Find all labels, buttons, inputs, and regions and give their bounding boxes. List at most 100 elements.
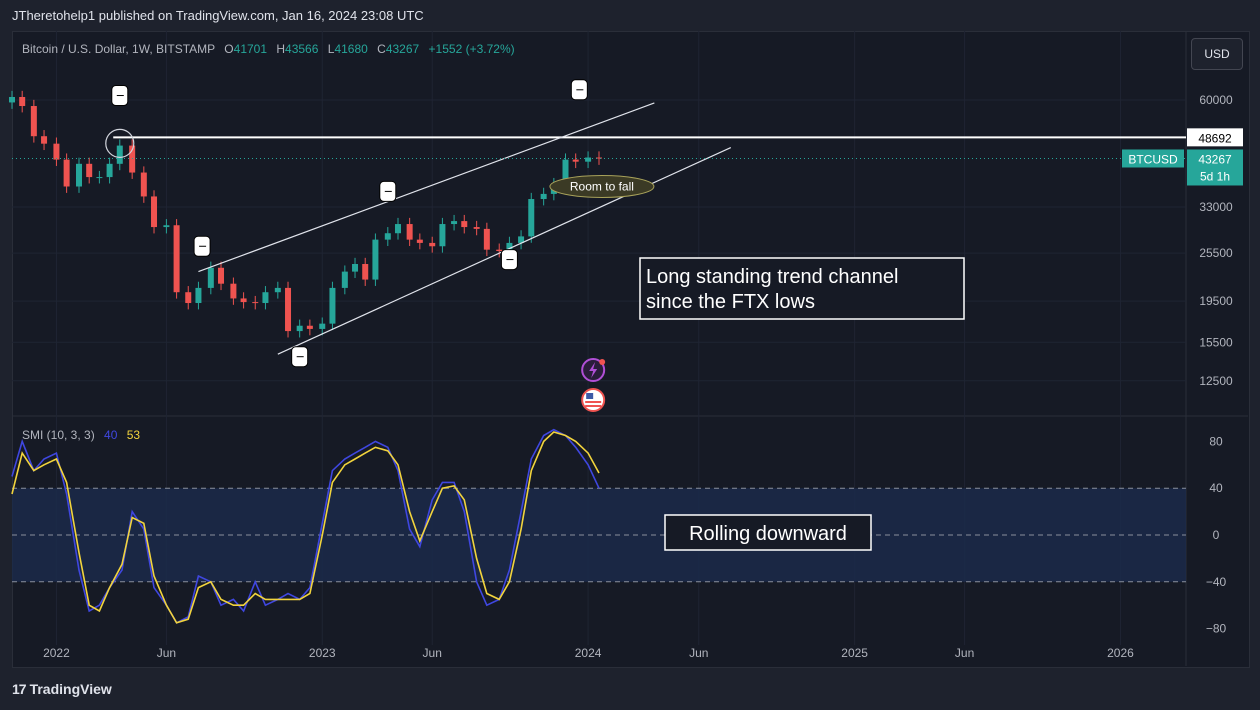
high-value: 43566 [285,42,319,56]
close-label: C [377,42,386,56]
x-tick-label: 2026 [1107,646,1134,660]
low-label: L [327,42,335,56]
candle-body [341,271,348,288]
candle-body [76,163,83,187]
candle-body [496,249,503,252]
smi-legend: SMI (10, 3, 3) 40 53 [22,428,140,442]
candle-body [53,143,60,160]
candle-body [230,283,237,299]
smi-tick-label: −80 [1206,622,1227,636]
candle-body [63,159,70,187]
room-to-fall-badge [549,174,655,198]
open-label: O [224,42,234,56]
candle-body [416,239,423,243]
countdown-label: 5d 1h [1200,169,1230,183]
price-tick-label: 25500 [1199,246,1233,260]
smi-lines [11,428,600,624]
x-tick-label: Jun [689,646,708,660]
candle-body [106,163,113,178]
candle-body [207,267,214,288]
top-bar: JTheretohelp1 published on TradingView.c… [0,0,1260,30]
smi-band [12,487,1186,583]
hand-down-icon [570,79,588,101]
candle-body [252,302,259,304]
candle-body [572,159,579,162]
candle-body [596,157,602,159]
candle-body [483,228,490,250]
last-price-tag-label: 43267 [1198,152,1232,166]
smi-blue-value: 40 [104,428,118,442]
smi-tick-label: 80 [1209,434,1223,448]
symbol-name[interactable]: Bitcoin / U.S. Dollar, 1W, BITSTAMP [22,42,215,56]
candle-body [506,242,513,252]
candle-body [173,225,180,293]
high-label: H [276,42,286,56]
candle-body [461,221,468,228]
price-tick-label: 33000 [1199,200,1233,214]
lightning-event-icon [581,358,606,382]
candle-body [185,292,192,304]
candle-body [41,136,48,144]
channel-note-line1: Long standing trend channel [646,266,898,288]
candle-body [540,193,547,200]
smi-line-53 [11,431,600,624]
candle-body [429,242,436,247]
hand-down-icon [193,235,211,257]
candle-body [9,96,15,103]
candle-body [285,287,292,332]
smi-name[interactable]: SMI (10, 3, 3) [22,428,95,442]
tradingview-logo-text: TradingView [29,681,112,697]
candle-body [96,177,103,179]
candle-body [151,196,158,228]
candle-body [473,227,480,229]
currency-button[interactable]: USD [1191,38,1243,70]
ohlc-legend: Bitcoin / U.S. Dollar, 1W, BITSTAMP O417… [22,42,515,56]
price-tags: 48692 BTCUSD 43267 5d 1h [1122,128,1243,186]
low-value: 41680 [334,42,368,56]
candle-body [262,292,269,304]
overlays: Room to fall Long standing trend channel s… [12,79,1186,551]
channel-note-box [639,257,965,320]
candle-body [384,233,391,240]
candle-body [439,224,446,247]
open-value: 41701 [233,42,268,56]
candle-body [362,263,369,280]
candle-body [406,224,413,240]
candle-body [240,298,247,303]
tradingview-logo[interactable]: 17 TradingView [12,681,112,697]
publisher-line: JTheretohelp1 published on TradingView.c… [12,8,424,23]
hand-up-icon [500,249,518,271]
smi-tick-label: 0 [1213,528,1220,542]
candle-body [19,96,26,107]
x-tick-label: Jun [157,646,176,660]
candle-body [218,267,225,284]
x-tick-label: Jun [423,646,442,660]
candle-body [140,172,147,197]
x-tick-label: 2024 [575,646,602,660]
us-flag-canton [586,393,594,399]
hand-down-icon [111,85,129,107]
candle-body [319,323,326,329]
us-flag-event-icon [581,388,606,412]
candle-body [163,225,170,228]
candle-body [352,263,359,272]
candle-body [329,287,336,324]
candle-body [86,163,93,178]
smi-yellow-value: 53 [126,428,141,442]
x-tick-label: 2022 [43,646,70,660]
candle-body [372,239,379,280]
candles [9,90,602,338]
candle-body [30,106,37,137]
candle-body [296,325,303,332]
symbol-tag [1122,149,1184,168]
price-tick-label: 12500 [1199,374,1233,388]
candle-body [562,159,569,185]
level-price-tag [1187,128,1243,147]
candle-body [129,145,136,173]
price-tick-label: 19500 [1199,294,1233,308]
symbol-tag-label: BTCUSD [1128,152,1178,166]
axes: 2022 Jun 2023 Jun 2024 Jun 2025 Jun 2026 60000 330… [43,93,1233,660]
rolling-note-box [664,514,872,551]
level-price-tag-label: 48692 [1198,131,1232,145]
